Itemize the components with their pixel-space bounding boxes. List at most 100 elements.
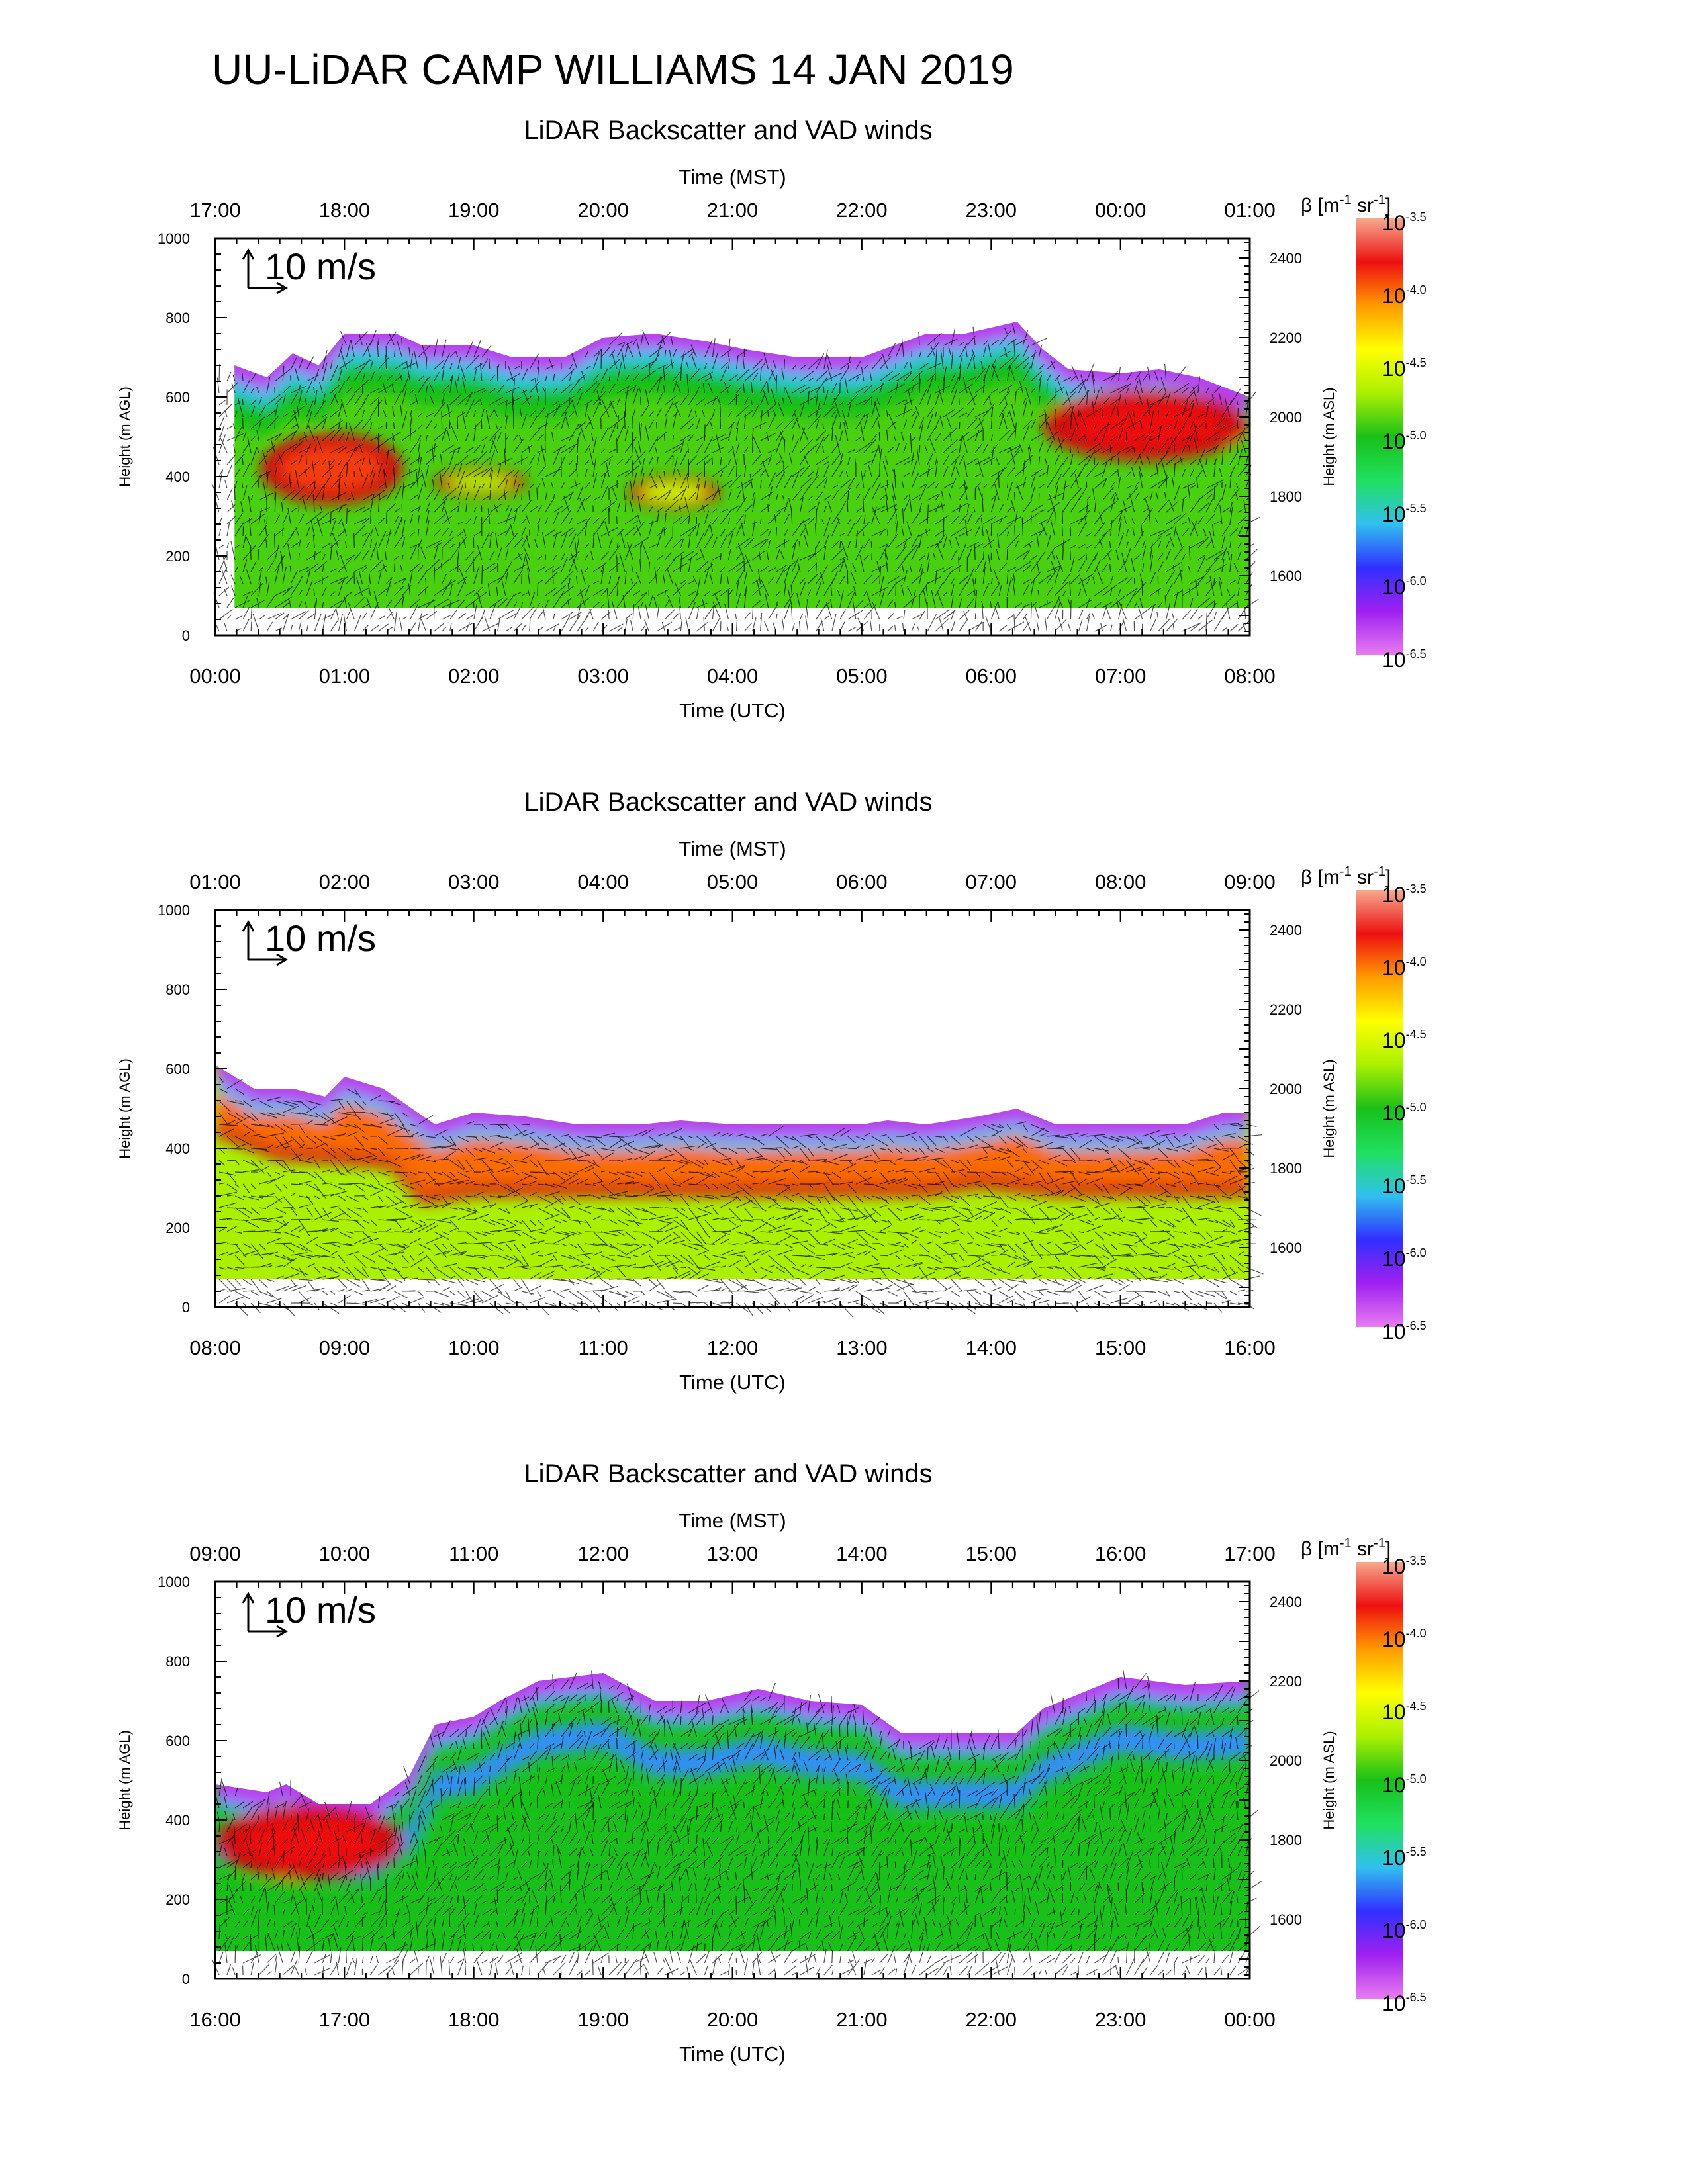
reference-vector-icon — [242, 919, 289, 966]
y-left-tick-label: 0 — [182, 1971, 190, 1987]
y-left-tick-label: 800 — [165, 981, 190, 998]
panel-title: LiDAR Backscatter and VAD winds — [524, 116, 932, 145]
backscatter-layer — [215, 1081, 1250, 1196]
y-right-tick-label: 2400 — [1270, 1594, 1302, 1610]
y-right-tick-label: 2400 — [1270, 250, 1302, 267]
x-top-tick-label: 23:00 — [965, 199, 1017, 222]
backscatter-field — [215, 1065, 1250, 1279]
y-right-tick-label: 2000 — [1270, 1081, 1302, 1097]
page-title: UU-LiDAR CAMP WILLIAMS 14 JAN 2019 — [212, 46, 1014, 93]
wind-vector-set — [218, 1076, 1264, 1318]
x-top-tick-label: 00:00 — [1095, 199, 1147, 222]
x-bottom-tick-label: 08:00 — [1224, 664, 1276, 688]
x-top-tick-label: 08:00 — [1095, 870, 1147, 893]
x-top-tick-label: 07:00 — [965, 870, 1017, 893]
backscatter-feature — [641, 482, 707, 502]
colorbar-tick-label: 10-6.0 — [1382, 1246, 1427, 1271]
x-top-tick-label: 03:00 — [448, 870, 500, 893]
reference-vector-label: 10 m/s — [265, 1589, 376, 1631]
y-left-tick-label: 600 — [165, 389, 190, 406]
x-bottom-tick-label: 01:00 — [319, 664, 371, 688]
backscatter-layer — [234, 353, 1250, 457]
y-right-tick-label: 2200 — [1270, 1001, 1302, 1018]
x-bottom-tick-label: 18:00 — [448, 2008, 500, 2031]
y-left-tick-label: 0 — [182, 627, 190, 644]
x-bottom-tick-label: 16:00 — [1224, 1336, 1276, 1359]
backscatter-feature — [280, 447, 383, 490]
x-bottom-tick-label: 08:00 — [189, 1336, 241, 1359]
wind-vectors — [212, 323, 1260, 632]
y-right-tick-label: 2200 — [1270, 330, 1302, 346]
y-right-axis-title: Height (m ASL) — [1321, 1059, 1337, 1158]
x-top-tick-label: 12:00 — [577, 1542, 629, 1565]
y-right-tick-label: 1600 — [1270, 1911, 1302, 1928]
x-bottom-tick-label: 05:00 — [836, 664, 888, 688]
x-bottom-axis-title: Time (UTC) — [679, 2042, 786, 2066]
colorbar-tick-label: 10-3.5 — [1382, 882, 1427, 907]
wind-vector-set — [212, 323, 1260, 632]
y-right-tick-label: 2000 — [1270, 1752, 1302, 1769]
y-left-tick-label: 1000 — [158, 902, 190, 919]
x-bottom-tick-label: 09:00 — [319, 1336, 371, 1359]
backscatter-feature — [1072, 403, 1221, 447]
reference-arrow — [242, 1591, 289, 1638]
x-top-tick-label: 01:00 — [189, 870, 241, 893]
x-bottom-tick-label: 13:00 — [836, 1336, 888, 1359]
reference-vector-label: 10 m/s — [265, 917, 376, 959]
x-top-tick-label: 20:00 — [577, 199, 629, 222]
x-bottom-tick-label: 04:00 — [707, 664, 759, 688]
x-top-tick-label: 17:00 — [1224, 1542, 1276, 1565]
backscatter-layer — [215, 1079, 1250, 1150]
x-top-axis-title: Time (MST) — [679, 165, 786, 189]
colorbar-tick-label: 10-4.0 — [1382, 1627, 1427, 1651]
y-left-tick-label: 200 — [165, 1891, 190, 1908]
chart-panel-3: 16:00 09:00 17:00 10:00 18:00 11:00 19:00 12:00… — [117, 1459, 1427, 2066]
x-bottom-tick-label: 07:00 — [1095, 664, 1147, 688]
x-top-tick-label: 18:00 — [319, 199, 371, 222]
y-right-tick-label: 1800 — [1270, 1832, 1302, 1848]
x-top-tick-label: 19:00 — [448, 199, 500, 222]
x-top-tick-label: 05:00 — [707, 870, 759, 893]
y-right-axis-title: Height (m ASL) — [1321, 1731, 1337, 1829]
x-top-tick-label: 17:00 — [189, 199, 241, 222]
x-bottom-tick-label: 19:00 — [577, 2008, 629, 2031]
y-right-axis-title: Height (m ASL) — [1321, 387, 1337, 486]
colorbar-tick-label: 10-3.5 — [1382, 210, 1427, 235]
y-left-axis-title: Height (m AGL) — [117, 387, 133, 487]
x-bottom-tick-label: 16:00 — [189, 2008, 241, 2031]
x-top-axis-title: Time (MST) — [679, 1509, 786, 1532]
panel-title: LiDAR Backscatter and VAD winds — [524, 788, 932, 817]
colorbar-tick-label: 10-6.5 — [1382, 1319, 1427, 1343]
reference-arrow — [242, 919, 289, 966]
y-left-tick-label: 200 — [165, 1220, 190, 1236]
colorbar-tick-label: 10-4.0 — [1382, 283, 1427, 308]
y-left-tick-label: 200 — [165, 548, 190, 565]
x-top-tick-label: 01:00 — [1224, 199, 1276, 222]
colorbar-label: β [m-1 sr-1] — [1301, 1536, 1391, 1560]
reference-vector-icon — [242, 248, 289, 295]
axis-ticks — [214, 1581, 1250, 1979]
colorbar-tick-label: 10-6.5 — [1382, 647, 1427, 672]
x-bottom-tick-label: 10:00 — [448, 1336, 500, 1359]
colorbar-tick-label: 10-6.0 — [1382, 574, 1427, 599]
reference-arrow — [242, 248, 289, 295]
x-bottom-tick-label: 00:00 — [1224, 2008, 1276, 2031]
colorbar-tick-label: 10-4.5 — [1382, 1700, 1427, 1724]
colorbar-label: β [m-1 sr-1] — [1301, 193, 1391, 216]
colorbar-tick-label: 10-3.5 — [1382, 1554, 1427, 1578]
backscatter-feature — [447, 474, 513, 491]
colorbar-tick-label: 10-6.0 — [1382, 1918, 1427, 1942]
x-bottom-axis-title: Time (UTC) — [679, 1371, 786, 1394]
colorbar-tick-label: 10-5.5 — [1382, 1173, 1427, 1198]
chart-panel-2: 08:00 01:00 09:00 02:00 10:00 03:00 11:00 04:00… — [117, 788, 1427, 1394]
x-top-tick-label: 16:00 — [1095, 1542, 1147, 1565]
x-top-tick-label: 09:00 — [189, 1542, 241, 1565]
y-left-tick-label: 600 — [165, 1061, 190, 1077]
x-top-tick-label: 22:00 — [836, 199, 888, 222]
y-left-tick-label: 0 — [182, 1299, 190, 1316]
y-left-axis-title: Height (m AGL) — [117, 1730, 133, 1831]
y-left-tick-label: 400 — [165, 1812, 190, 1829]
x-bottom-tick-label: 14:00 — [965, 1336, 1017, 1359]
backscatter-layer — [215, 1124, 1250, 1204]
panel-title: LiDAR Backscatter and VAD winds — [524, 1459, 932, 1488]
